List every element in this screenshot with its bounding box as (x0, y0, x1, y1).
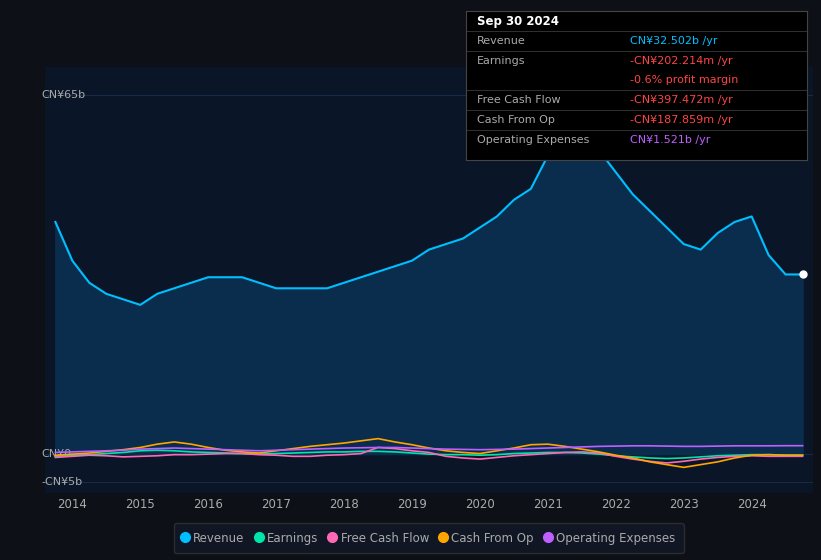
Text: Earnings: Earnings (476, 55, 525, 66)
Text: Cash From Op: Cash From Op (476, 115, 554, 125)
Text: CN¥0: CN¥0 (41, 449, 71, 459)
Text: CN¥65b: CN¥65b (41, 90, 85, 100)
Text: -CN¥202.214m /yr: -CN¥202.214m /yr (630, 55, 732, 66)
Text: Revenue: Revenue (476, 36, 525, 46)
Text: -CN¥187.859m /yr: -CN¥187.859m /yr (630, 115, 732, 125)
Text: Operating Expenses: Operating Expenses (476, 135, 589, 145)
Text: -CN¥5b: -CN¥5b (41, 477, 82, 487)
Text: -CN¥397.472m /yr: -CN¥397.472m /yr (630, 95, 732, 105)
Text: CN¥1.521b /yr: CN¥1.521b /yr (630, 135, 710, 145)
Text: Sep 30 2024: Sep 30 2024 (476, 15, 558, 27)
Text: Free Cash Flow: Free Cash Flow (476, 95, 560, 105)
Text: -0.6% profit margin: -0.6% profit margin (630, 76, 738, 86)
Legend: Revenue, Earnings, Free Cash Flow, Cash From Op, Operating Expenses: Revenue, Earnings, Free Cash Flow, Cash … (174, 524, 684, 553)
Text: CN¥32.502b /yr: CN¥32.502b /yr (630, 36, 718, 46)
